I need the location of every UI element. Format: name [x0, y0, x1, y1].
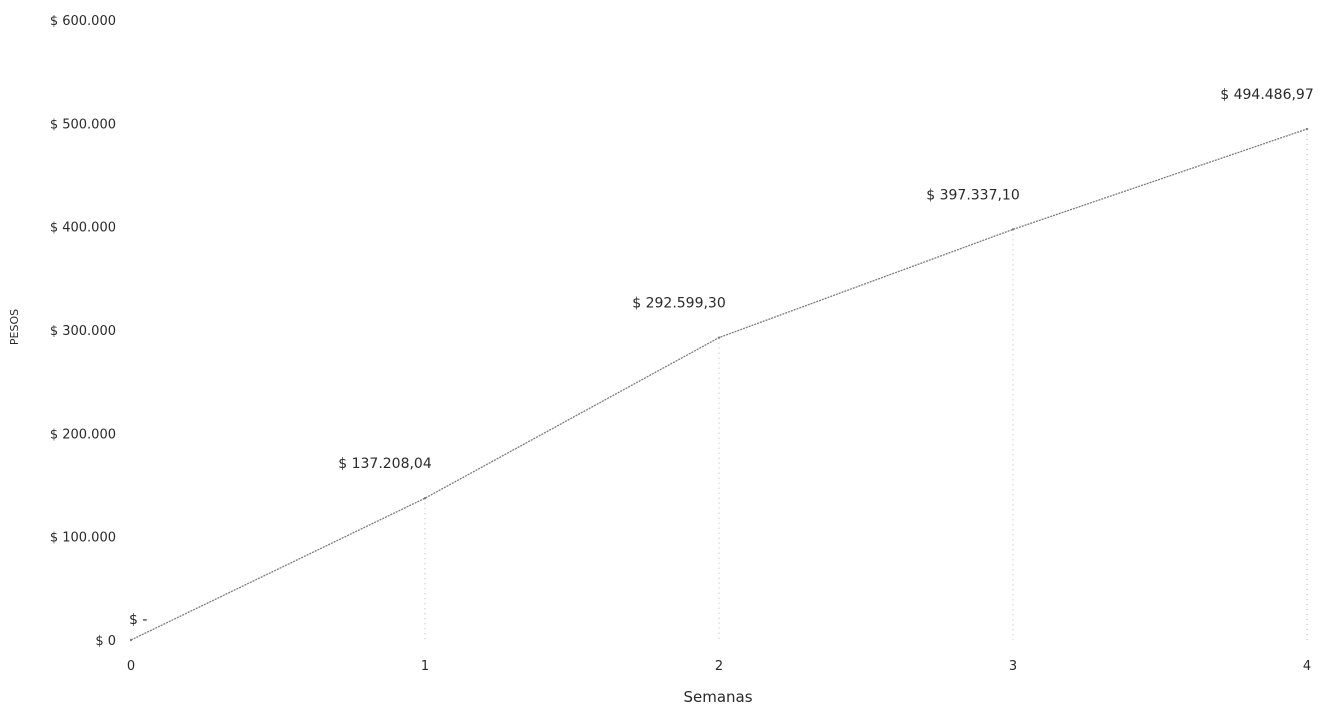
data-point: [129, 638, 133, 642]
x-axis-title: Semanas: [683, 688, 752, 706]
data-label: $ 494.486,97: [1220, 87, 1314, 103]
x-tick-label: 0: [127, 659, 135, 674]
y-tick-label: $ 400.000: [50, 221, 116, 236]
y-tick-label: $ 100.000: [50, 531, 116, 546]
data-point: [717, 336, 721, 339]
data-labels: $ - $ 137.208,04 $ 292.599,30 $ 397.337,10 $…: [129, 87, 1314, 628]
drop-lines: [424, 129, 1308, 640]
x-tick-label: 3: [1009, 659, 1017, 674]
y-tick-label: $ 200.000: [50, 427, 116, 442]
x-tick-label: 2: [715, 659, 723, 674]
y-tick-label: $ 0: [95, 634, 116, 649]
y-axis-tick-labels: $ 0 $ 100.000 $ 200.000 $ 300.000 $ 400.000 $…: [50, 14, 116, 649]
data-label: $ -: [129, 612, 147, 628]
data-point: [1011, 228, 1015, 231]
data-label: $ 397.337,10: [926, 187, 1020, 203]
series-group: [129, 127, 1309, 642]
x-tick-label: 1: [421, 659, 429, 674]
data-point: [423, 497, 427, 500]
y-tick-label: $ 500.000: [50, 117, 116, 132]
y-tick-label: $ 600.000: [50, 14, 116, 29]
x-axis-tick-labels: 0 1 2 3 4: [127, 659, 1311, 674]
data-label: $ 137.208,04: [338, 456, 432, 472]
y-tick-label: $ 300.000: [50, 324, 116, 339]
data-label: $ 292.599,30: [632, 296, 726, 312]
data-point: [1305, 127, 1309, 131]
x-tick-label: 4: [1303, 659, 1311, 674]
y-axis-title: PESOS: [8, 309, 21, 345]
